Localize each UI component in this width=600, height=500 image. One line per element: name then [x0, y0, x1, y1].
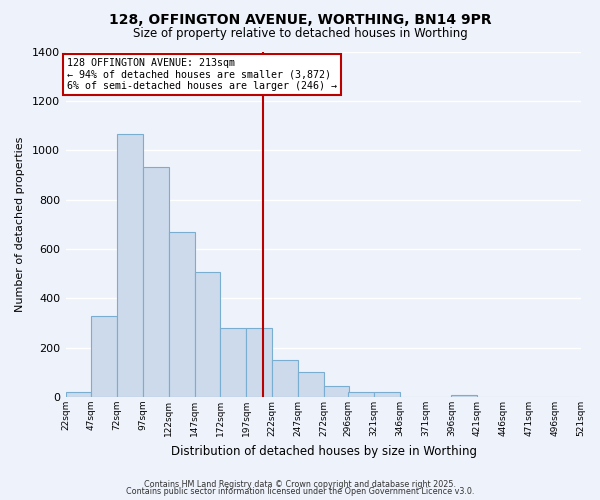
Bar	[169, 232, 194, 397]
Bar	[451, 394, 477, 397]
Bar	[246, 328, 272, 397]
Bar	[272, 360, 298, 397]
X-axis label: Distribution of detached houses by size in Worthing: Distribution of detached houses by size …	[170, 444, 476, 458]
Bar	[143, 168, 169, 397]
Y-axis label: Number of detached properties: Number of detached properties	[15, 136, 25, 312]
Text: Size of property relative to detached houses in Worthing: Size of property relative to detached ho…	[133, 28, 467, 40]
Text: 128 OFFINGTON AVENUE: 213sqm
← 94% of detached houses are smaller (3,872)
6% of : 128 OFFINGTON AVENUE: 213sqm ← 94% of de…	[67, 58, 337, 91]
Bar	[298, 372, 323, 397]
Bar	[374, 392, 400, 397]
Bar	[323, 386, 349, 397]
Bar	[65, 392, 91, 397]
Text: 128, OFFINGTON AVENUE, WORTHING, BN14 9PR: 128, OFFINGTON AVENUE, WORTHING, BN14 9P…	[109, 12, 491, 26]
Bar	[91, 316, 117, 397]
Text: Contains HM Land Registry data © Crown copyright and database right 2025.: Contains HM Land Registry data © Crown c…	[144, 480, 456, 489]
Bar	[348, 392, 374, 397]
Bar	[220, 328, 246, 397]
Text: Contains public sector information licensed under the Open Government Licence v3: Contains public sector information licen…	[126, 488, 474, 496]
Bar	[117, 134, 143, 397]
Bar	[194, 272, 220, 397]
